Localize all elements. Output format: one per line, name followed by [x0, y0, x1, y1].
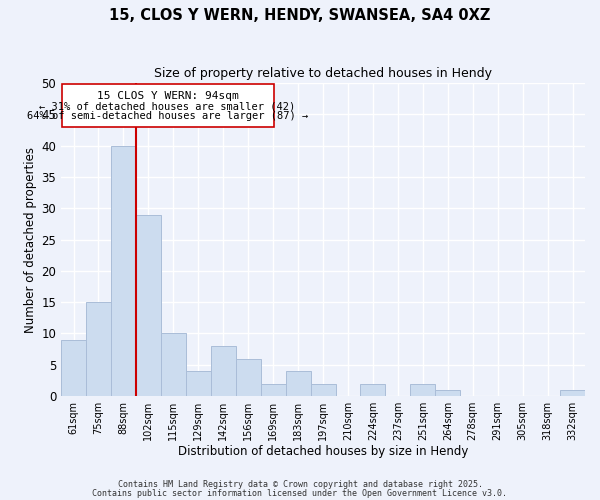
Bar [311, 384, 335, 396]
Bar [61, 340, 86, 396]
X-axis label: Distribution of detached houses by size in Hendy: Distribution of detached houses by size … [178, 444, 468, 458]
Bar [560, 390, 585, 396]
Text: ← 31% of detached houses are smaller (42): ← 31% of detached houses are smaller (42… [40, 101, 296, 111]
Bar [236, 358, 260, 396]
Bar [361, 384, 385, 396]
Title: Size of property relative to detached houses in Hendy: Size of property relative to detached ho… [154, 68, 492, 80]
Text: Contains HM Land Registry data © Crown copyright and database right 2025.: Contains HM Land Registry data © Crown c… [118, 480, 482, 489]
FancyBboxPatch shape [62, 84, 274, 127]
Text: 15, CLOS Y WERN, HENDY, SWANSEA, SA4 0XZ: 15, CLOS Y WERN, HENDY, SWANSEA, SA4 0XZ [109, 8, 491, 22]
Y-axis label: Number of detached properties: Number of detached properties [24, 146, 37, 332]
Bar [186, 371, 211, 396]
Text: 64% of semi-detached houses are larger (87) →: 64% of semi-detached houses are larger (… [27, 111, 308, 121]
Bar [161, 334, 186, 396]
Bar [436, 390, 460, 396]
Bar [211, 346, 236, 396]
Bar [286, 371, 311, 396]
Bar [260, 384, 286, 396]
Bar [410, 384, 436, 396]
Text: 15 CLOS Y WERN: 94sqm: 15 CLOS Y WERN: 94sqm [97, 91, 238, 101]
Text: Contains public sector information licensed under the Open Government Licence v3: Contains public sector information licen… [92, 488, 508, 498]
Bar [136, 214, 161, 396]
Bar [86, 302, 111, 396]
Bar [111, 146, 136, 396]
